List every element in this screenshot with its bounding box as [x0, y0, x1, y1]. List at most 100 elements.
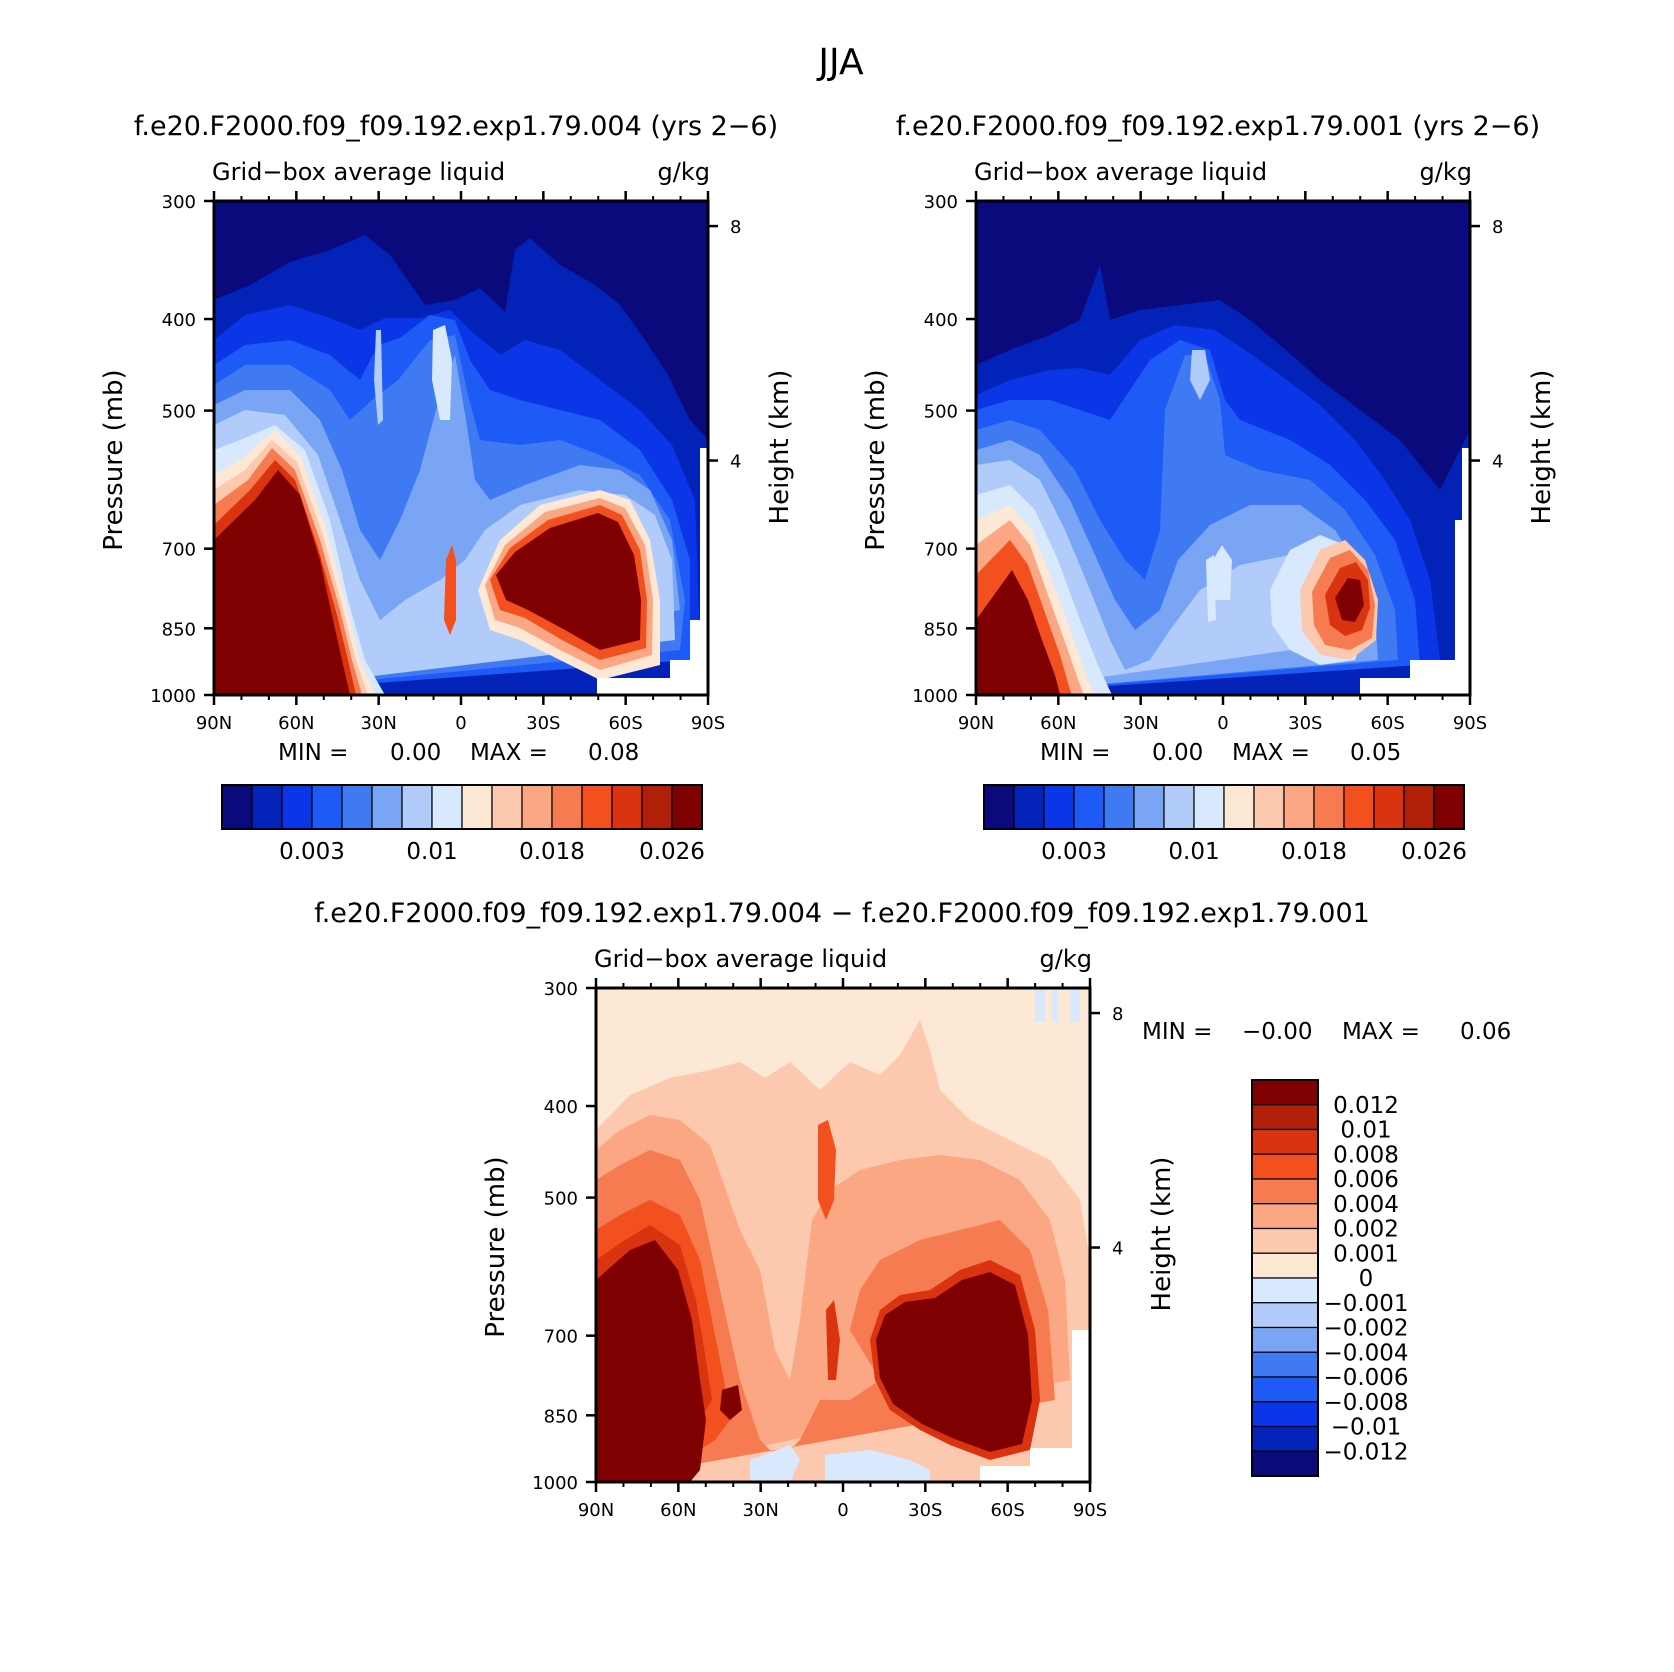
missing-data — [700, 448, 708, 695]
colorbar-label: 0.026 — [639, 839, 705, 865]
x-tick-label: 90S — [1073, 1500, 1107, 1521]
units-label: g/kg — [658, 158, 710, 186]
colorbar-label: 0.012 — [1333, 1093, 1399, 1119]
y2-tick-label: 8 — [1112, 1004, 1123, 1025]
panel-difference: f.e20.F2000.f09_f09.192.exp1.79.004 − f.… — [314, 898, 1370, 1521]
y-tick-label: 300 — [544, 979, 578, 1000]
contour-spot — [374, 330, 383, 425]
colorbar-label: 0.008 — [1333, 1142, 1399, 1168]
colorbar-box — [1223, 784, 1255, 830]
colorbar-border — [1251, 1079, 1319, 1477]
y-tick-label: 850 — [924, 619, 958, 640]
colorbar-box — [551, 784, 583, 830]
contour-level-neg1 — [825, 1450, 930, 1482]
colorbar-label: 0.006 — [1333, 1167, 1399, 1193]
min-label: MIN = — [1142, 1019, 1212, 1045]
contour-spot — [720, 1385, 742, 1420]
y-tick-label: 300 — [924, 192, 958, 213]
variable-label: Grid−box average liquid — [974, 158, 1267, 186]
y-tick-label: 500 — [544, 1189, 578, 1210]
units-label: g/kg — [1040, 945, 1092, 973]
colorbar-box — [341, 784, 373, 830]
colorbar-box — [1251, 1376, 1319, 1403]
axes-frame: 90N 60N 30N 0 30S 60S 90S 300 400 500 700 850 1000 8 4… — [861, 191, 1557, 734]
colorbar-box — [1251, 1203, 1319, 1230]
y-tick-label: 850 — [544, 1406, 578, 1427]
x-tick-label: 30S — [1288, 713, 1322, 734]
colorbar-box — [671, 784, 703, 830]
colorbar-label: 0 — [1359, 1266, 1374, 1292]
y2-axis-label: Height (km) — [1527, 370, 1557, 525]
contour-level-neg1 — [1052, 988, 1058, 1022]
colorbar-box — [1251, 1252, 1319, 1279]
max-value: 0.05 — [1350, 740, 1401, 766]
colorbar-box — [1251, 1450, 1319, 1477]
x-tick-label: 30S — [908, 1500, 942, 1521]
y-axis-label: Pressure (mb) — [481, 1156, 511, 1337]
panel-exp004: f.e20.F2000.f09_f09.192.exp1.79.004 (yrs… — [99, 111, 795, 734]
contour-spot — [826, 1300, 840, 1380]
contour-level-15b — [1335, 578, 1364, 622]
y-axis-label: Pressure (mb) — [861, 369, 891, 550]
colorbar-box — [1251, 1302, 1319, 1329]
x-tick-label: 90N — [958, 713, 994, 734]
colorbar-box — [281, 784, 313, 830]
min-label: MIN = — [278, 740, 348, 766]
colorbar-box — [311, 784, 343, 830]
stats-difference: MIN = −0.00 MAX = 0.06 — [1142, 1019, 1511, 1045]
y-tick-label: 500 — [924, 402, 958, 423]
y-tick-label: 500 — [162, 402, 196, 423]
x-tick-label: 0 — [1217, 713, 1228, 734]
x-tick-label: 60S — [608, 713, 642, 734]
colorbar-box — [1133, 784, 1165, 830]
colorbar-label: −0.002 — [1323, 1316, 1408, 1342]
colorbar-box — [1433, 784, 1465, 830]
colorbar-box — [1251, 1227, 1319, 1254]
variable-label: Grid−box average liquid — [594, 945, 887, 973]
x-tick-label: 30N — [1122, 713, 1158, 734]
min-label: MIN = — [1040, 740, 1110, 766]
contour-spot — [1206, 555, 1216, 622]
contour-level-15b — [496, 513, 641, 650]
panel-title: f.e20.F2000.f09_f09.192.exp1.79.001 (yrs… — [896, 111, 1540, 142]
x-tick-label: 30N — [742, 1500, 778, 1521]
axes-frame: 90N 60N 30N 0 30S 60S 90S 300 400 500 700 850 1000 8 4… — [481, 978, 1177, 1521]
contour-spot — [444, 545, 456, 635]
colorbar-box — [1103, 784, 1135, 830]
colorbar-label: 0.002 — [1333, 1217, 1399, 1243]
colorbar-box — [1251, 1326, 1319, 1353]
colorbar-label: −0.006 — [1323, 1365, 1408, 1391]
x-tick-label: 90N — [578, 1500, 614, 1521]
colorbar-box — [521, 784, 553, 830]
min-value: −0.00 — [1242, 1019, 1312, 1045]
contour-level-15a — [976, 570, 1060, 695]
colorbar-box — [1073, 784, 1105, 830]
contour-spot — [818, 1120, 836, 1220]
colorbar-box — [1013, 784, 1045, 830]
stats-exp001: MIN = 0.00 MAX = 0.05 — [1040, 740, 1401, 766]
x-tick-label: 0 — [455, 713, 466, 734]
colorbar-border — [221, 784, 703, 830]
y-axis-label: Pressure (mb) — [99, 369, 129, 550]
x-tick-label: 90S — [691, 713, 725, 734]
colorbar-box — [1253, 784, 1285, 830]
colorbar-border — [983, 784, 1465, 830]
y2-tick-label: 8 — [1492, 217, 1503, 238]
max-label: MAX = — [1232, 740, 1310, 766]
colorbar-label: 0.018 — [519, 839, 585, 865]
colorbar-label: 0.004 — [1333, 1192, 1399, 1218]
colorbar-box — [1251, 1425, 1319, 1452]
colorbar-label: −0.008 — [1323, 1390, 1408, 1416]
colorbar-exp004: 0.003 0.01 0.018 0.026 — [221, 784, 705, 865]
contour-spot — [1190, 350, 1210, 400]
contour-level-neg1 — [750, 1445, 800, 1482]
colorbar-box — [641, 784, 673, 830]
colorbar-box — [431, 784, 463, 830]
colorbar-box — [1251, 1153, 1319, 1180]
colorbar-box — [1313, 784, 1345, 830]
y2-tick-label: 4 — [1492, 452, 1503, 473]
colorbar-label: 0.01 — [1340, 1118, 1391, 1144]
panel-title: f.e20.F2000.f09_f09.192.exp1.79.004 (yrs… — [134, 111, 778, 142]
y-tick-label: 1000 — [532, 1473, 578, 1494]
